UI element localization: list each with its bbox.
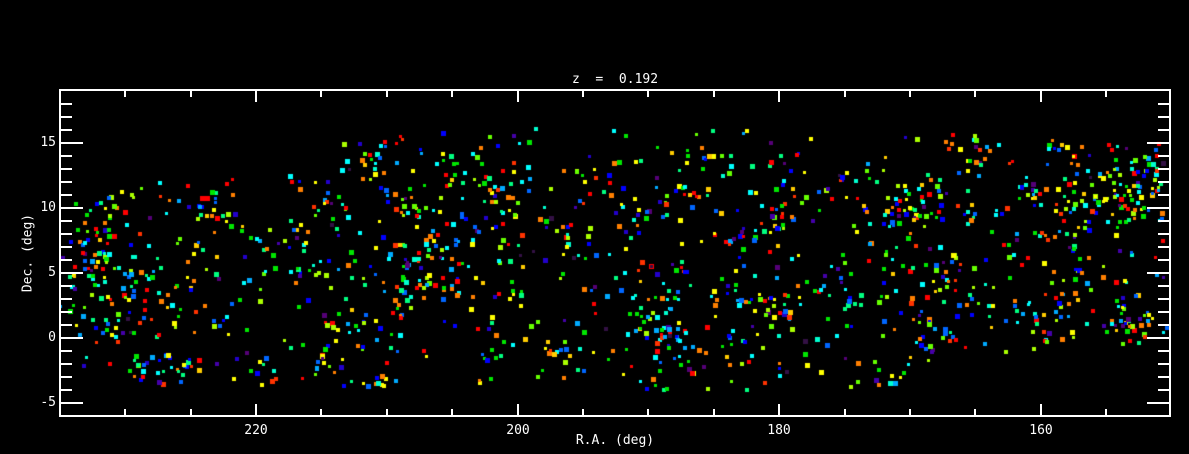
y-minor-tick-right bbox=[1158, 259, 1169, 261]
y-major-tick-left bbox=[61, 142, 83, 144]
x-minor-tick-bottom bbox=[582, 409, 584, 415]
x-minor-tick-top bbox=[582, 91, 584, 97]
y-tick-label: 0 bbox=[48, 330, 56, 345]
y-minor-tick-left bbox=[61, 155, 72, 157]
x-major-tick-bottom bbox=[1040, 404, 1042, 415]
x-major-tick-bottom bbox=[778, 404, 780, 415]
y-minor-tick-left bbox=[61, 194, 72, 196]
y-minor-tick-right bbox=[1158, 233, 1169, 235]
x-minor-tick-top bbox=[974, 91, 976, 97]
y-minor-tick-left bbox=[61, 376, 72, 378]
x-minor-tick-bottom bbox=[974, 409, 976, 415]
y-minor-tick-left bbox=[61, 324, 72, 326]
x-minor-tick-bottom bbox=[124, 409, 126, 415]
y-major-tick-right bbox=[1147, 272, 1169, 274]
x-minor-tick-bottom bbox=[713, 409, 715, 415]
x-major-tick-top bbox=[778, 91, 780, 102]
x-minor-tick-bottom bbox=[909, 409, 911, 415]
y-major-tick-right bbox=[1147, 207, 1169, 209]
y-minor-tick-left bbox=[61, 168, 72, 170]
y-tick-label: -5 bbox=[40, 395, 56, 410]
y-minor-tick-right bbox=[1158, 181, 1169, 183]
y-minor-tick-left bbox=[61, 311, 72, 313]
y-minor-tick-left bbox=[61, 181, 72, 183]
x-minor-tick-bottom bbox=[320, 409, 322, 415]
x-tick-label: 180 bbox=[767, 423, 791, 438]
x-minor-tick-bottom bbox=[386, 409, 388, 415]
y-minor-tick-right bbox=[1158, 350, 1169, 352]
x-minor-tick-bottom bbox=[647, 409, 649, 415]
y-minor-tick-left bbox=[61, 363, 72, 365]
x-minor-tick-top bbox=[320, 91, 322, 97]
y-minor-tick-left bbox=[61, 350, 72, 352]
y-minor-tick-right bbox=[1158, 298, 1169, 300]
y-major-tick-left bbox=[61, 272, 83, 274]
x-axis-label: R.A. (deg) bbox=[575, 433, 655, 448]
y-minor-tick-right bbox=[1158, 285, 1169, 287]
y-minor-tick-right bbox=[1158, 168, 1169, 170]
y-minor-tick-left bbox=[61, 298, 72, 300]
x-major-tick-bottom bbox=[517, 404, 519, 415]
x-tick-label: 160 bbox=[1029, 423, 1053, 438]
y-tick-label: 10 bbox=[40, 200, 56, 215]
x-minor-tick-top bbox=[647, 91, 649, 97]
x-minor-tick-bottom bbox=[190, 409, 192, 415]
y-major-tick-left bbox=[61, 207, 83, 209]
y-minor-tick-left bbox=[61, 259, 72, 261]
x-minor-tick-top bbox=[451, 91, 453, 97]
x-minor-tick-top bbox=[190, 91, 192, 97]
x-minor-tick-top bbox=[844, 91, 846, 97]
x-minor-tick-bottom bbox=[1105, 409, 1107, 415]
y-major-tick-right bbox=[1147, 402, 1169, 404]
y-minor-tick-left bbox=[61, 129, 72, 131]
y-major-tick-left bbox=[61, 402, 83, 404]
y-minor-tick-right bbox=[1158, 389, 1169, 391]
y-minor-tick-left bbox=[61, 220, 72, 222]
y-minor-tick-left bbox=[61, 285, 72, 287]
y-minor-tick-right bbox=[1158, 155, 1169, 157]
y-minor-tick-right bbox=[1158, 194, 1169, 196]
x-minor-tick-top bbox=[1105, 91, 1107, 97]
x-tick-label: 200 bbox=[506, 423, 530, 438]
y-tick-label: 5 bbox=[48, 265, 56, 280]
y-minor-tick-right bbox=[1158, 246, 1169, 248]
x-major-tick-top bbox=[255, 91, 257, 102]
y-minor-tick-left bbox=[61, 103, 72, 105]
plot-title: z = 0.192 bbox=[571, 72, 659, 87]
y-minor-tick-left bbox=[61, 116, 72, 118]
y-axis-label: Dec. (deg) bbox=[20, 213, 36, 293]
y-minor-tick-left bbox=[61, 246, 72, 248]
x-major-tick-bottom bbox=[255, 404, 257, 415]
y-minor-tick-right bbox=[1158, 311, 1169, 313]
x-major-tick-top bbox=[517, 91, 519, 102]
y-minor-tick-right bbox=[1158, 363, 1169, 365]
y-minor-tick-right bbox=[1158, 376, 1169, 378]
y-tick-label: 15 bbox=[40, 135, 56, 150]
y-minor-tick-right bbox=[1158, 116, 1169, 118]
x-minor-tick-bottom bbox=[844, 409, 846, 415]
y-minor-tick-left bbox=[61, 389, 72, 391]
y-major-tick-left bbox=[61, 337, 83, 339]
x-minor-tick-top bbox=[909, 91, 911, 97]
y-minor-tick-right bbox=[1158, 103, 1169, 105]
x-tick-label: 220 bbox=[244, 423, 268, 438]
y-minor-tick-right bbox=[1158, 220, 1169, 222]
x-minor-tick-top bbox=[124, 91, 126, 97]
x-major-tick-top bbox=[1040, 91, 1042, 102]
y-minor-tick-right bbox=[1158, 324, 1169, 326]
scatter-points-canvas bbox=[61, 91, 1169, 416]
x-minor-tick-top bbox=[713, 91, 715, 97]
y-minor-tick-left bbox=[61, 233, 72, 235]
y-major-tick-right bbox=[1147, 337, 1169, 339]
x-minor-tick-bottom bbox=[451, 409, 453, 415]
y-minor-tick-right bbox=[1158, 129, 1169, 131]
y-major-tick-right bbox=[1147, 142, 1169, 144]
x-minor-tick-top bbox=[386, 91, 388, 97]
